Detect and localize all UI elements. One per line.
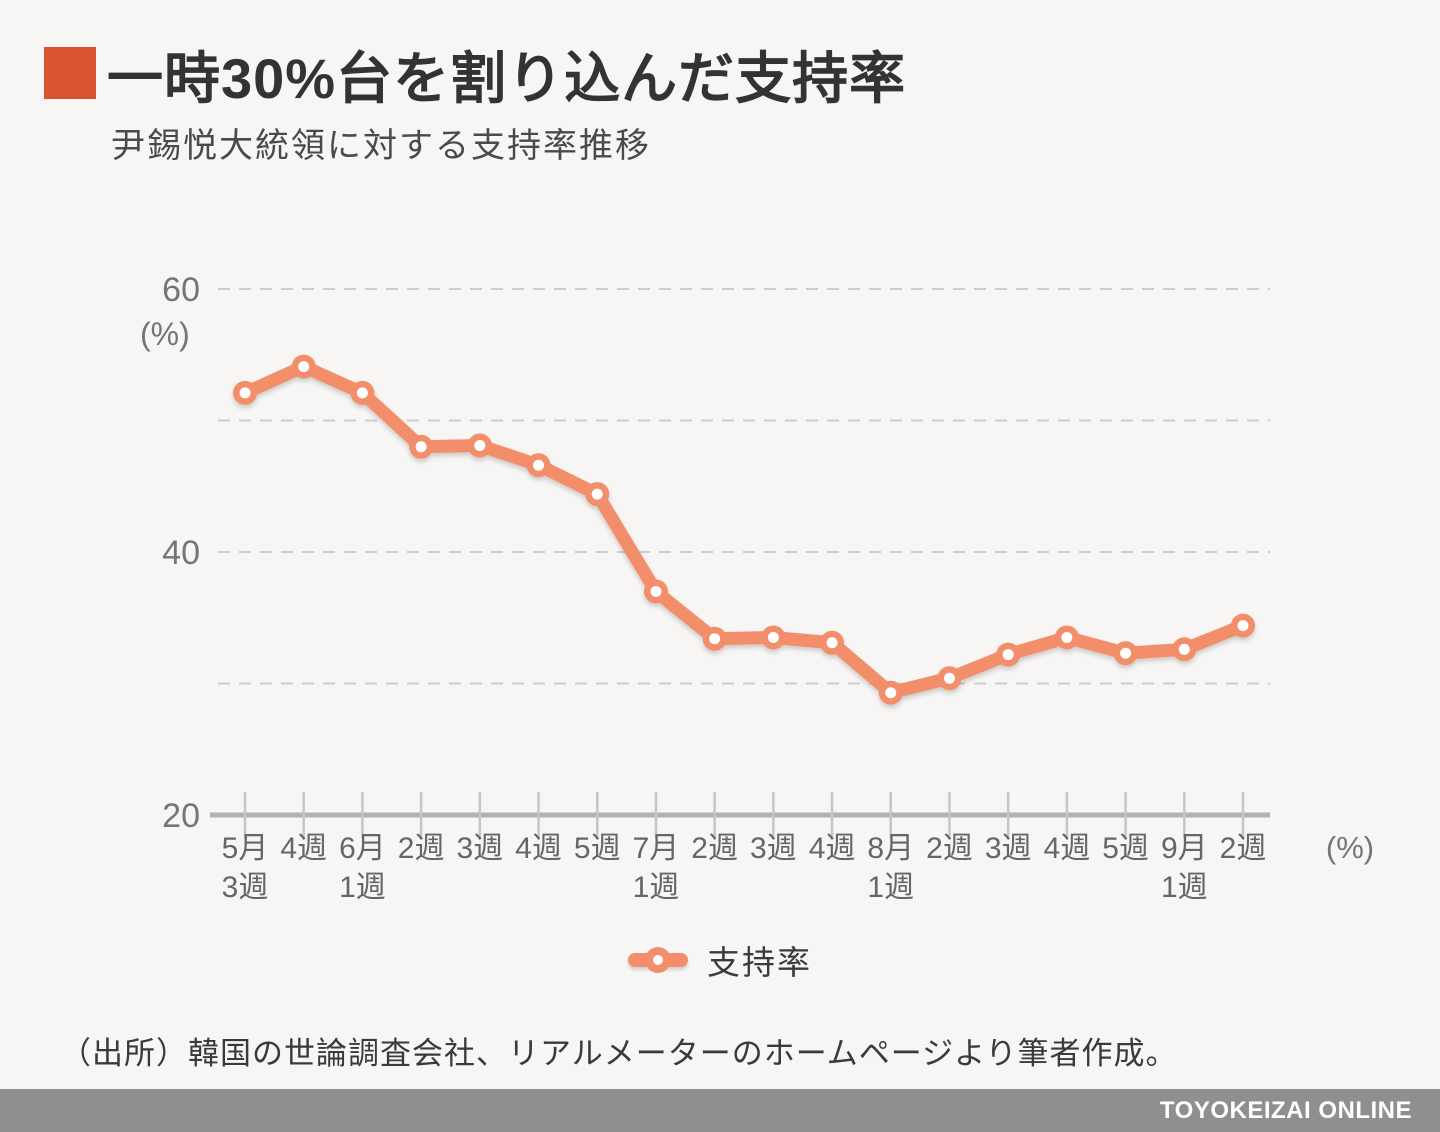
y-tick-label: 40 [162,534,200,572]
page-title: 一時30%台を割り込んだ支持率 [107,47,907,110]
x-tick-label: 4週 [809,832,856,865]
data-point-hole [826,637,838,649]
x-tick-label: 9月 [1161,832,1208,865]
x-tick-label: 3週 [750,832,797,865]
data-point-hole [943,672,955,684]
y-axis-unit-label: (%) [140,316,190,352]
y-tick-label: 60 [162,271,200,309]
x-tick-label: 3週 [985,832,1032,865]
chart-subtitle: 尹錫悦大統領に対する支持率推移 [111,127,651,165]
x-tick-label: 1週 [867,871,914,904]
source-note: （出所）韓国の世論調査会社、リアルメーターのホームページより筆者作成。 [60,1036,1178,1071]
data-point-hole [356,387,368,399]
data-point-hole [1120,647,1132,659]
data-point-hole [885,687,897,699]
approval-rate-line [238,360,1250,700]
x-tick-label: 7月 [633,832,680,865]
x-tick-label: 2週 [398,832,445,865]
x-tick-label: 6月 [339,832,386,865]
x-tick-label: 5週 [1102,832,1149,865]
series-group [233,354,1255,705]
x-tick-label: 2週 [1220,832,1267,865]
x-tick-label: 8月 [867,832,914,865]
x-tick-label: 1週 [633,871,680,904]
legend-line-marker-icon [628,947,688,973]
data-point-hole [709,633,721,645]
data-point-hole [533,459,545,471]
legend-dot [645,947,671,973]
data-point-hole [239,387,251,399]
x-tick-label: 2週 [691,832,738,865]
title-accent-square [44,47,96,99]
x-tick-label: 1週 [1161,871,1208,904]
data-point-hole [1178,643,1190,655]
x-axis-unit-label: (%) [1326,830,1374,865]
legend-series-label: 支持率 [707,944,812,981]
x-tick-label: 5月 [222,832,269,865]
data-point-hole [1237,620,1249,632]
x-tick-label: 3週 [456,832,503,865]
data-point-hole [415,441,427,453]
chart-legend: 支持率 [0,936,1440,984]
data-point-hole [298,361,310,373]
data-point-hole [767,631,779,643]
x-tick-label: 4週 [280,832,327,865]
data-point-hole [1061,631,1073,643]
footer-brand-label: TOYOKEIZAI ONLINE [1159,1096,1412,1124]
data-point-hole [1002,649,1014,661]
data-point-hole [474,439,486,451]
data-point-hole [650,585,662,597]
x-tick-label: 3週 [222,871,269,904]
y-tick-label: 20 [162,797,200,835]
x-tick-label: 5週 [574,832,621,865]
x-tick-label: 4週 [515,832,562,865]
x-tick-label: 2週 [926,832,973,865]
x-tick-label: 1週 [339,871,386,904]
footer-bar: TOYOKEIZAI ONLINE [0,1089,1440,1132]
legend-dot-hole [653,955,663,965]
x-tick-label: 4週 [1044,832,1091,865]
data-point-hole [591,488,603,500]
